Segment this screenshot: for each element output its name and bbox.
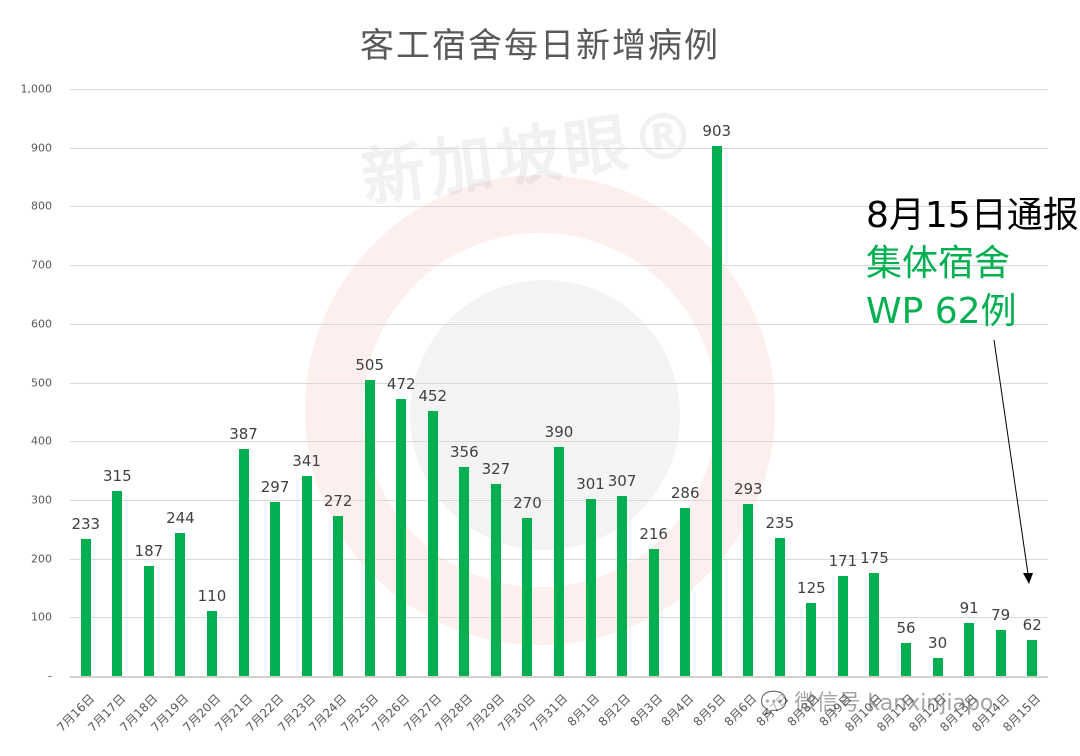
y-tick-label: 500 xyxy=(31,376,52,389)
bar xyxy=(554,447,564,676)
gridline xyxy=(70,147,1048,149)
y-tick-label: 100 xyxy=(31,610,52,624)
annotation-category: 集体宿舍 xyxy=(866,243,1011,284)
data-label: 110 xyxy=(197,587,227,606)
data-label: 307 xyxy=(607,471,637,490)
bar xyxy=(427,410,438,676)
bar xyxy=(206,611,217,676)
wechat-watermark: 💬 微信号 kanxinjiapo xyxy=(760,685,993,717)
data-label: 171 xyxy=(828,551,858,570)
y-tick-label: 700 xyxy=(31,258,52,272)
bar xyxy=(901,643,912,676)
y-tick-label: 400 xyxy=(31,434,52,448)
data-label: 233 xyxy=(71,515,101,534)
y-tick-label: 900 xyxy=(31,141,52,155)
data-label: 30 xyxy=(928,634,948,653)
data-label: 315 xyxy=(102,467,132,486)
data-label: 270 xyxy=(513,493,542,512)
gridline xyxy=(70,265,1048,267)
watermark-logo-center xyxy=(410,280,680,550)
annotation-date: 8月15日通报 xyxy=(866,195,1079,236)
bar xyxy=(1027,639,1038,676)
bar xyxy=(743,504,754,676)
data-label: 356 xyxy=(450,443,479,462)
y-tick-label: 1,000 xyxy=(20,82,53,96)
bar xyxy=(806,602,817,676)
y-tick-label: - xyxy=(48,669,52,683)
data-label: 125 xyxy=(797,578,826,597)
bar xyxy=(175,532,186,676)
data-label: 235 xyxy=(765,514,795,533)
y-tick-label: 300 xyxy=(31,493,52,507)
bar xyxy=(143,566,154,676)
bar xyxy=(995,629,1006,676)
bar xyxy=(301,475,312,676)
annotation-count: WP 62例 xyxy=(866,291,1017,332)
y-tick-label: 200 xyxy=(31,552,52,566)
bar xyxy=(238,448,249,676)
data-label: 79 xyxy=(991,605,1011,624)
data-label: 452 xyxy=(418,386,448,405)
annotation: 8月15日通报 集体宿舍 WP 62例 xyxy=(866,192,1079,336)
data-label: 286 xyxy=(670,484,700,503)
data-label: 472 xyxy=(386,374,416,393)
gridline xyxy=(70,441,1048,443)
bar xyxy=(333,516,344,676)
bar xyxy=(869,573,880,676)
y-tick-label: 800 xyxy=(31,199,52,213)
bar xyxy=(364,379,375,676)
data-label: 175 xyxy=(860,549,889,568)
data-label: 62 xyxy=(1022,615,1042,634)
x-axis-line xyxy=(70,676,1048,678)
bar xyxy=(585,499,596,676)
gridline xyxy=(70,206,1048,208)
y-tick-label: 600 xyxy=(31,317,52,331)
bar xyxy=(522,517,533,676)
data-label: 301 xyxy=(576,475,605,494)
bar xyxy=(270,501,281,676)
data-label: 91 xyxy=(959,598,979,617)
wechat-id: 微信号 kanxinjiapo xyxy=(794,691,994,716)
chart-title: 客工宿舍每日新增病例 xyxy=(360,26,720,66)
bar xyxy=(774,538,785,676)
bar xyxy=(490,484,501,676)
plot-area: 233 315 187 244 110 387 297 341 272 505 472 452 356 3… xyxy=(70,89,1048,678)
data-label: 187 xyxy=(134,542,164,561)
bar xyxy=(711,145,722,676)
data-label: 297 xyxy=(260,477,290,496)
bar xyxy=(648,549,659,676)
data-label: 390 xyxy=(544,423,574,442)
bar xyxy=(459,467,470,676)
data-label: 903 xyxy=(702,121,732,140)
bar xyxy=(112,491,123,676)
bar xyxy=(932,658,943,676)
data-label: 216 xyxy=(639,525,668,544)
gridline xyxy=(70,89,1048,90)
data-label: 244 xyxy=(166,508,195,527)
data-label: 272 xyxy=(323,492,353,511)
bar xyxy=(964,622,975,676)
data-label: 56 xyxy=(896,619,916,638)
data-label: 293 xyxy=(733,480,763,498)
gridline xyxy=(70,382,1048,384)
data-label: 387 xyxy=(229,424,258,443)
data-label: 327 xyxy=(481,460,511,479)
bar xyxy=(617,495,628,676)
gridline xyxy=(70,323,1048,325)
bar xyxy=(680,508,691,676)
bar xyxy=(837,575,848,676)
wechat-icon: 💬 xyxy=(760,691,788,716)
data-label: 505 xyxy=(355,355,385,374)
data-label: 341 xyxy=(292,451,321,470)
bar xyxy=(80,539,91,676)
bar xyxy=(396,398,407,676)
